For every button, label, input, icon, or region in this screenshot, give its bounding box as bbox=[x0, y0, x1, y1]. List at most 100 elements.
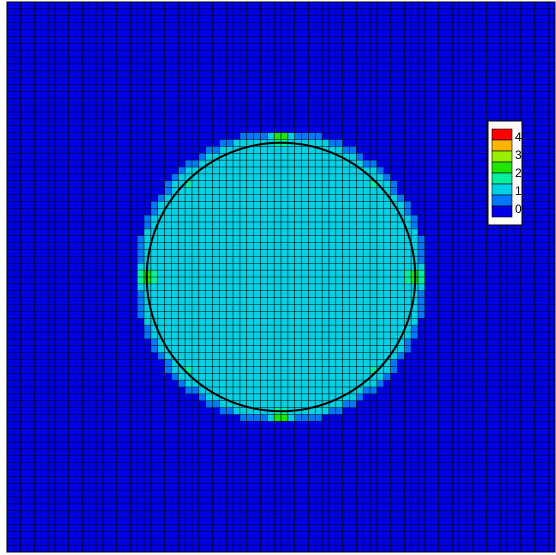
heatmap-cell bbox=[219, 132, 227, 140]
heatmap-cell bbox=[219, 50, 227, 58]
heatmap-cell bbox=[342, 332, 350, 339]
heatmap-cell bbox=[137, 146, 145, 154]
heatmap-cell bbox=[411, 242, 419, 250]
heatmap-cell bbox=[486, 36, 494, 44]
heatmap-cell bbox=[383, 50, 391, 58]
heatmap-cell bbox=[226, 153, 234, 161]
heatmap-cell bbox=[520, 338, 528, 346]
heatmap-cell bbox=[102, 8, 110, 16]
heatmap-cell bbox=[322, 256, 329, 264]
heatmap-cell bbox=[239, 325, 247, 333]
heatmap-cell bbox=[267, 311, 275, 319]
heatmap-cell bbox=[7, 70, 14, 78]
heatmap-cell bbox=[253, 70, 261, 78]
heatmap-cell bbox=[452, 325, 460, 333]
heatmap-cell bbox=[48, 352, 55, 360]
heatmap-cell bbox=[185, 400, 192, 408]
heatmap-cell bbox=[48, 146, 55, 154]
heatmap-cell bbox=[27, 2, 35, 9]
heatmap-cell bbox=[96, 70, 103, 78]
heatmap-cell bbox=[274, 421, 282, 429]
heatmap-cell bbox=[349, 132, 357, 140]
heatmap-cell bbox=[226, 359, 234, 367]
heatmap-cell bbox=[486, 22, 494, 30]
heatmap-cell bbox=[171, 187, 179, 195]
heatmap-cell bbox=[322, 414, 329, 422]
heatmap-cell bbox=[411, 125, 419, 133]
heatmap-cell bbox=[376, 387, 384, 394]
heatmap-cell bbox=[137, 139, 145, 147]
heatmap-cell bbox=[13, 173, 21, 181]
heatmap-cells bbox=[7, 2, 556, 553]
heatmap-cell bbox=[123, 8, 131, 16]
heatmap-cell bbox=[198, 70, 206, 78]
heatmap-cell bbox=[233, 414, 240, 422]
heatmap-cell bbox=[287, 222, 295, 229]
heatmap-cell bbox=[411, 201, 419, 209]
heatmap-cell bbox=[178, 50, 186, 58]
heatmap-cell bbox=[418, 414, 425, 422]
heatmap-cell bbox=[493, 352, 501, 360]
heatmap-cell bbox=[233, 393, 240, 401]
heatmap-cell bbox=[274, 77, 282, 85]
heatmap-cell bbox=[335, 91, 343, 99]
heatmap-cell bbox=[527, 22, 535, 30]
heatmap-cell bbox=[294, 84, 302, 92]
heatmap-cell bbox=[7, 222, 14, 229]
heatmap-cell bbox=[431, 311, 439, 319]
heatmap-cell bbox=[287, 400, 295, 408]
heatmap-cell bbox=[472, 22, 480, 30]
heatmap-cell bbox=[287, 22, 295, 30]
heatmap-cell bbox=[452, 105, 460, 113]
heatmap-cell bbox=[411, 345, 419, 353]
heatmap-cell bbox=[253, 304, 261, 312]
heatmap-cell bbox=[61, 311, 69, 319]
heatmap-cell bbox=[185, 270, 192, 278]
heatmap-cell bbox=[274, 366, 282, 374]
heatmap-cell bbox=[13, 304, 21, 312]
heatmap-cell bbox=[390, 290, 398, 298]
heatmap-cell bbox=[356, 332, 364, 339]
heatmap-cell bbox=[486, 352, 494, 360]
heatmap-cell bbox=[116, 112, 124, 119]
heatmap-cell bbox=[493, 22, 501, 30]
heatmap-cell bbox=[322, 373, 329, 381]
heatmap-cell bbox=[157, 153, 165, 161]
heatmap-cell bbox=[465, 256, 473, 264]
heatmap-cell bbox=[171, 173, 179, 181]
heatmap-cell bbox=[34, 373, 42, 381]
heatmap-cell bbox=[281, 84, 288, 92]
heatmap-cell bbox=[397, 118, 405, 126]
heatmap-cell bbox=[335, 256, 343, 264]
heatmap-cell bbox=[144, 77, 151, 85]
heatmap-cell bbox=[191, 393, 199, 401]
heatmap-cell bbox=[150, 57, 158, 64]
heatmap-cell bbox=[287, 63, 295, 71]
heatmap-cell bbox=[150, 290, 158, 298]
heatmap-cell bbox=[68, 153, 76, 161]
heatmap-cell bbox=[205, 15, 213, 23]
heatmap-cell bbox=[356, 359, 364, 367]
heatmap-cell bbox=[123, 146, 131, 154]
heatmap-cell bbox=[150, 77, 158, 85]
heatmap-cell bbox=[486, 345, 494, 353]
heatmap-cell bbox=[520, 325, 528, 333]
heatmap-cell bbox=[34, 70, 42, 78]
heatmap-cell bbox=[411, 146, 419, 154]
heatmap-cell bbox=[150, 263, 158, 271]
heatmap-cell bbox=[335, 304, 343, 312]
heatmap-cell bbox=[411, 84, 419, 92]
heatmap-cell bbox=[376, 352, 384, 360]
heatmap-cell bbox=[164, 146, 172, 154]
heatmap-cell bbox=[534, 249, 542, 257]
heatmap-cell bbox=[96, 256, 103, 264]
heatmap-cell bbox=[13, 235, 21, 243]
heatmap-cell bbox=[370, 215, 377, 223]
heatmap-cell bbox=[239, 50, 247, 58]
heatmap-cell bbox=[246, 112, 254, 119]
heatmap-cell bbox=[424, 201, 432, 209]
heatmap-cell bbox=[527, 235, 535, 243]
heatmap-cell bbox=[239, 277, 247, 284]
heatmap-cell bbox=[48, 304, 55, 312]
heatmap-cell bbox=[7, 36, 14, 44]
